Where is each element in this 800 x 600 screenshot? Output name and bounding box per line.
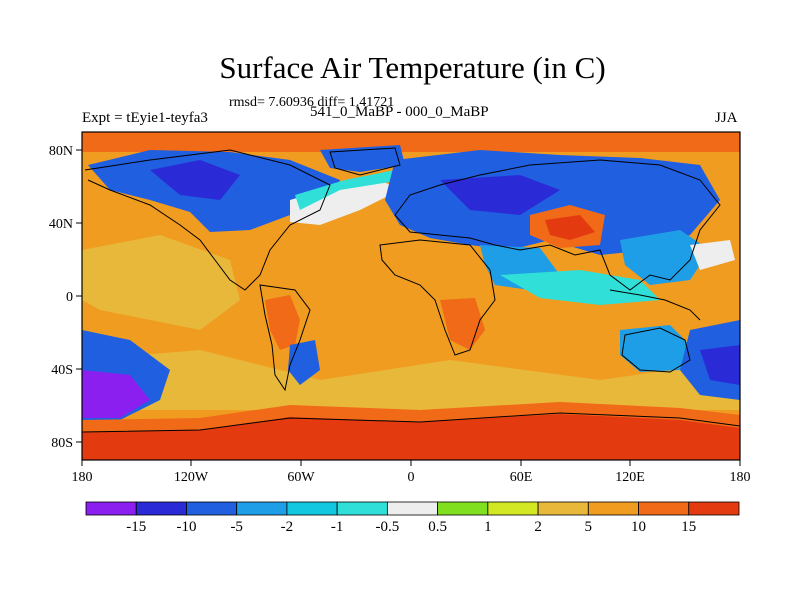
asia-hot-core xyxy=(545,215,595,240)
southern-ocean-mid xyxy=(82,350,740,410)
colorbar-swatch xyxy=(85,501,137,516)
lon-tick-label: 0 xyxy=(408,470,415,485)
pacific-tongue xyxy=(82,235,240,330)
atlantic-cyan xyxy=(295,170,395,210)
lon-tick-label: 180 xyxy=(72,470,93,485)
colorbar-swatch xyxy=(437,501,489,516)
comparison-label: 541_0_MaBP - 000_0_MaBP xyxy=(310,104,489,120)
north-america-deep xyxy=(150,160,240,200)
siberia-white-patch xyxy=(690,240,735,270)
colorbar-label: -1 xyxy=(331,519,344,535)
lat-tick-label: 80S xyxy=(51,436,73,451)
lat-tick-label: 40S xyxy=(51,363,73,378)
colorbar-label: 2 xyxy=(534,519,542,535)
colorbar-swatch xyxy=(386,501,439,516)
lat-tick-label: 40N xyxy=(49,217,73,232)
colorbar-label: 1 xyxy=(484,519,492,535)
south-indian-deep xyxy=(700,345,740,385)
colorbar-swatch xyxy=(587,501,639,516)
colorbar-label: -15 xyxy=(126,519,146,535)
colorbar-label: 0.5 xyxy=(428,519,447,535)
coast-greenland xyxy=(329,147,401,176)
eurasia-cold xyxy=(385,150,720,255)
colorbar-swatch xyxy=(336,501,388,516)
coast-africa xyxy=(379,239,496,356)
colorbar-label: -5 xyxy=(230,519,243,535)
antarctica-orange-fringe xyxy=(82,402,740,432)
stats-label: rmsd= 7.60936 diff= 1.41721 xyxy=(229,95,395,110)
colorbar-swatch xyxy=(638,501,690,516)
arctic-band xyxy=(82,132,740,152)
colorbar-label: 15 xyxy=(681,519,696,535)
coast-eurasia xyxy=(394,159,721,291)
atlantic-white-band xyxy=(290,180,400,225)
australia-lightblue xyxy=(620,325,690,372)
coast-south-america xyxy=(259,284,311,392)
tropical-cyan-strip xyxy=(500,270,660,305)
lon-tick-label: 60E xyxy=(510,470,533,485)
colorbar-swatch xyxy=(286,501,338,516)
coastlines xyxy=(82,147,740,433)
colorbar-label: -0.5 xyxy=(376,519,400,535)
colorbar: -15 -10 -5 -2 -1 -0.5 0.5 1 2 5 10 15 xyxy=(85,501,740,535)
lon-tick-label: 120E xyxy=(615,470,645,485)
colorbar-swatch xyxy=(487,501,539,516)
coast-maritime xyxy=(609,289,701,321)
africa-south-hot xyxy=(440,298,485,350)
colorbar-swatch xyxy=(537,501,589,516)
lat-tick-label: 0 xyxy=(66,290,73,305)
east-asia-lightblue xyxy=(620,230,710,285)
lon-tick-label: 60W xyxy=(287,470,315,485)
experiment-label: Expt = tEyie1-teyfa3 xyxy=(82,110,208,126)
season-label: JJA xyxy=(715,110,738,126)
colorbar-label: 5 xyxy=(585,519,593,535)
colorbar-label: 10 xyxy=(631,519,646,535)
plot-title: Surface Air Temperature (in C) xyxy=(219,50,606,85)
longitude-axis: 180 120W 60W 0 60E 120E 180 xyxy=(72,460,751,485)
south-pacific-purple xyxy=(82,370,150,418)
lon-tick-label: 120W xyxy=(174,470,209,485)
lon-tick-label: 180 xyxy=(730,470,751,485)
eurasia-deep xyxy=(440,175,560,215)
colorbar-label: -2 xyxy=(281,519,294,535)
colorbar-swatch xyxy=(135,501,187,516)
lat-tick-label: 80N xyxy=(49,144,73,159)
colorbar-label: -10 xyxy=(176,519,196,535)
south-america-hot xyxy=(265,295,300,350)
colorbar-swatch xyxy=(688,501,740,516)
coast-antarctica xyxy=(82,412,740,433)
latitude-axis: 80N 40N 0 40S 80S xyxy=(49,144,82,451)
colorbar-swatch xyxy=(236,501,288,516)
coast-north-america xyxy=(84,149,331,291)
coast-australia xyxy=(621,327,691,373)
colorbar-swatch xyxy=(186,501,238,516)
temperature-field xyxy=(82,132,740,460)
